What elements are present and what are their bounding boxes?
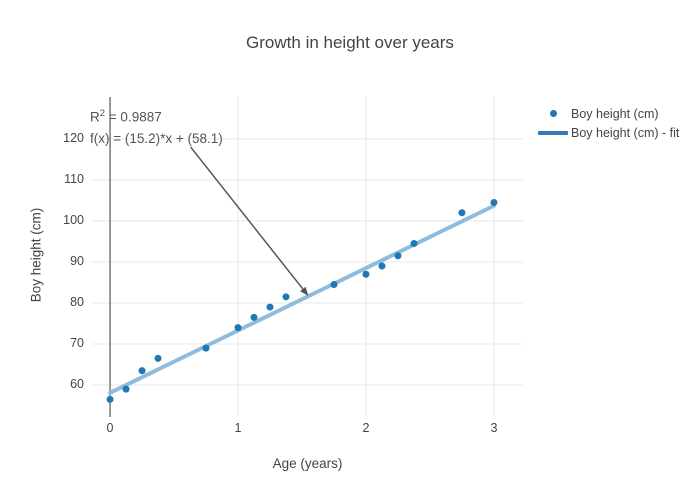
fit-line (108, 203, 496, 395)
data-point (378, 262, 386, 270)
y-tick-label: 100 (63, 212, 84, 227)
legend-item-fit[interactable]: Boy height (cm) - fit (538, 123, 679, 142)
data-point (138, 367, 146, 375)
data-point (106, 395, 114, 403)
fit-annotation: R2 = 0.9887 f(x) = (15.2)*x + (58.1) (90, 103, 223, 149)
data-point (330, 281, 338, 289)
y-tick-label: 80 (70, 294, 84, 309)
data-point (202, 344, 210, 352)
annotation-arrow-line (190, 146, 304, 290)
data-point (458, 209, 466, 217)
data-point (234, 324, 242, 332)
y-tick-label: 70 (70, 336, 84, 350)
annotation-equation: f(x) = (15.2)*x + (58.1) (90, 130, 223, 146)
annotation-r-squared: R2 = 0.9887 (90, 108, 162, 125)
data-point (394, 252, 402, 260)
data-point (122, 385, 130, 393)
legend-dot-swatch (549, 110, 557, 117)
legend-item-scatter[interactable]: Boy height (cm) (538, 104, 679, 123)
chart-title: Growth in height over years (246, 33, 454, 52)
data-point (282, 293, 290, 301)
y-axis-title: Boy height (cm) (28, 207, 44, 303)
data-point (266, 303, 274, 311)
x-tick-label: 3 (490, 421, 498, 435)
y-tick-label: 90 (70, 253, 84, 268)
data-point (490, 198, 498, 206)
data-point (410, 239, 418, 247)
x-tick-label: 2 (362, 421, 370, 435)
x-axis-title: Age (years) (272, 456, 343, 471)
annotation-arrowhead (300, 286, 309, 297)
legend: Boy height (cm) Boy height (cm) - fit (538, 104, 679, 142)
data-point (250, 313, 258, 321)
y-tick-label: 110 (64, 171, 84, 186)
data-point (362, 270, 370, 278)
legend-item-label: Boy height (cm) (571, 106, 659, 121)
y-tick-label: 120 (63, 130, 84, 145)
legend-line-swatch (538, 130, 568, 135)
y-tick-label: 60 (70, 377, 84, 392)
legend-item-label: Boy height (cm) - fit (571, 125, 680, 140)
x-tick-label: 0 (106, 421, 114, 435)
x-tick-label: 1 (234, 421, 242, 435)
data-point (154, 354, 162, 362)
